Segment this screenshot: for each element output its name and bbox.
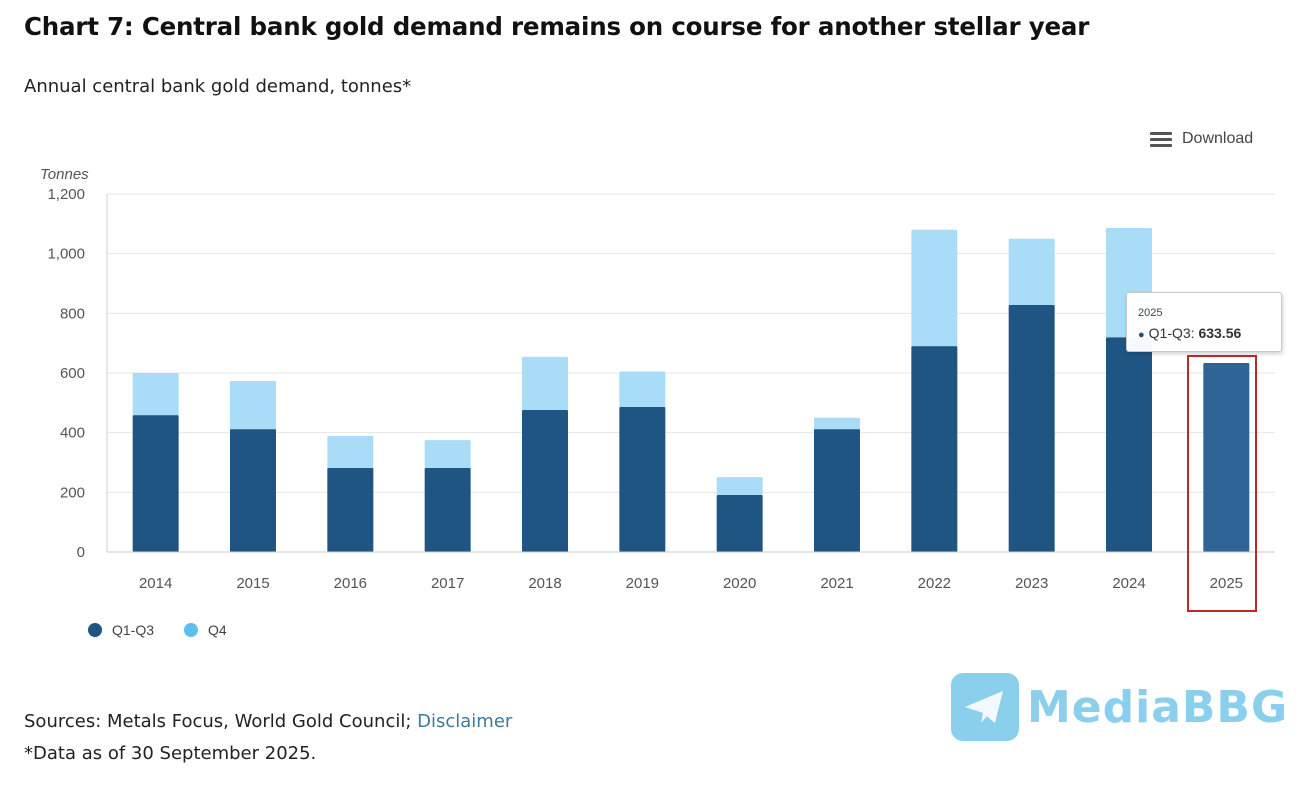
- y-axis: 0 200 400 600 800 1,000 1,200 Tonnes: [40, 166, 108, 561]
- bar-q1-q3-2015[interactable]: [230, 429, 276, 552]
- bar-q4-2021[interactable]: [814, 417, 860, 430]
- y-tick-label: 400: [60, 425, 85, 442]
- footer: Sources: Metals Focus, World Gold Counci…: [24, 706, 512, 770]
- download-button[interactable]: Download: [1150, 130, 1253, 148]
- legend-item-q4[interactable]: Q4: [184, 622, 227, 638]
- y-tick-label: 1,000: [47, 246, 85, 263]
- download-label: Download: [1182, 130, 1254, 147]
- y-tick-label: 1,200: [47, 186, 85, 203]
- legend-marker-icon: [88, 623, 102, 637]
- legend-item-q1-q3[interactable]: Q1-Q3: [88, 622, 154, 638]
- telegram-paper-plane-icon: [951, 673, 1019, 741]
- x-tick-label: 2021: [820, 575, 853, 592]
- tooltip-series-label: Q1-Q3:: [1148, 325, 1195, 341]
- bar-q1-q3-2018[interactable]: [522, 409, 568, 552]
- bar-q1-q3-2014[interactable]: [132, 415, 179, 552]
- y-tick-label: 0: [77, 544, 85, 561]
- x-tick-label: 2022: [918, 575, 951, 592]
- legend-label: Q4: [208, 622, 227, 638]
- bar-q4-2023[interactable]: [1008, 238, 1055, 305]
- x-tick-label: 2024: [1112, 575, 1145, 592]
- bar-q1-q3-2021[interactable]: [814, 429, 860, 552]
- sources-line: Sources: Metals Focus, World Gold Counci…: [24, 706, 512, 738]
- bar-q4-2017[interactable]: [424, 440, 471, 468]
- legend-label: Q1-Q3: [112, 622, 155, 638]
- y-axis-title: Tonnes: [40, 166, 89, 183]
- bar-q1-q3-2023[interactable]: [1008, 304, 1055, 552]
- bar-q1-q3-2024[interactable]: [1106, 337, 1152, 552]
- x-tick-label: 2019: [626, 575, 659, 592]
- x-tick-label: 2017: [431, 575, 464, 592]
- bar-q4-2019[interactable]: [619, 371, 666, 408]
- x-tick-label: 2018: [528, 575, 561, 592]
- bar-q4-2016[interactable]: [327, 435, 374, 468]
- y-tick-label: 800: [60, 305, 85, 322]
- tooltip-heading: 2025: [1138, 307, 1163, 319]
- x-axis: 2014 2015 2016 2017 2018 2019 2020 2021 2022 2023…: [107, 551, 1275, 592]
- tooltip-row: ● Q1-Q3: 633.56: [1138, 325, 1241, 341]
- x-tick-label: 2025: [1210, 575, 1243, 592]
- chart-subtitle: Annual central bank gold demand, tonnes*: [24, 76, 412, 97]
- hamburger-menu-icon: [1150, 131, 1172, 147]
- x-tick-label: 2020: [723, 575, 756, 592]
- sources-text: Sources: Metals Focus, World Gold Counci…: [24, 711, 418, 732]
- bar-q4-2022[interactable]: [911, 229, 958, 347]
- x-tick-label: 2015: [236, 575, 269, 592]
- bar-q1-q3-2019[interactable]: [619, 407, 666, 552]
- watermark-text: MediaBBG: [1027, 681, 1289, 733]
- bar-q4-2020[interactable]: [716, 477, 763, 496]
- legend-marker-icon: [184, 623, 199, 637]
- bar-q4-2018[interactable]: [522, 356, 568, 410]
- bar-q1-q3-2020[interactable]: [716, 495, 763, 552]
- bars: [132, 228, 1250, 552]
- x-tick-label: 2023: [1015, 575, 1048, 592]
- watermark: MediaBBG: [951, 673, 1288, 741]
- y-tick-label: 600: [60, 365, 85, 382]
- gridlines: [107, 193, 1275, 493]
- bar-q1-q3-2016[interactable]: [327, 467, 374, 552]
- bar-q4-2015[interactable]: [230, 381, 276, 430]
- legend: Q1-Q3 Q4: [88, 622, 227, 638]
- tooltip-value: 633.56: [1198, 325, 1242, 341]
- tooltip-bullet-icon: ●: [1138, 329, 1145, 341]
- x-tick-label: 2014: [139, 575, 172, 592]
- bar-q4-2014[interactable]: [132, 373, 179, 416]
- y-tick-label: 200: [60, 484, 85, 501]
- bar-q1-q3-2017[interactable]: [424, 467, 471, 552]
- data-note: *Data as of 30 September 2025.: [24, 743, 317, 764]
- disclaimer-link[interactable]: Disclaimer: [417, 711, 513, 732]
- chart-title: Chart 7: Central bank gold demand remain…: [24, 12, 1090, 41]
- tooltip: 2025 ● Q1-Q3: 633.56: [1126, 292, 1282, 352]
- bar-q1-q3-2022[interactable]: [911, 346, 958, 552]
- x-tick-label: 2016: [334, 575, 367, 592]
- bar-q1-q3-2025[interactable]: [1203, 362, 1250, 552]
